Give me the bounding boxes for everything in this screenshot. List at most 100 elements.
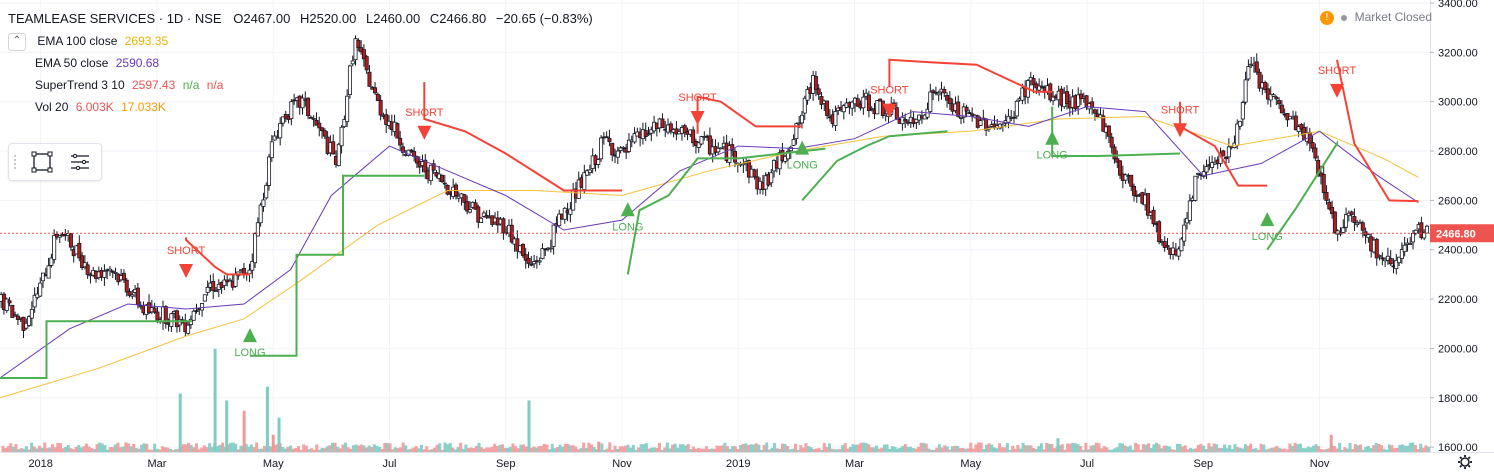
candle-body: [27, 316, 32, 326]
volume-bar: [718, 446, 722, 452]
volume-bar: [519, 444, 523, 452]
volume-bar: [691, 446, 695, 452]
candle-body: [1293, 115, 1298, 131]
volume-bar: [48, 447, 52, 452]
volume-bar: [234, 443, 238, 452]
volume-bar: [1283, 448, 1287, 452]
volume-bar: [1406, 445, 1410, 452]
candle-body: [1106, 125, 1111, 137]
short-signal-marker: SHORT: [870, 85, 909, 118]
legend-ema100[interactable]: ⌃ EMA 100 close 2693.35: [8, 30, 599, 52]
volume-bar: [365, 447, 369, 452]
candle-body: [1176, 248, 1181, 257]
volume-bar: [1220, 447, 1224, 452]
menu-lines-icon[interactable]: [67, 149, 93, 175]
symbol-title[interactable]: TEAMLEASE SERVICES · 1D · NSE: [8, 11, 222, 26]
volume-bar: [1026, 445, 1030, 452]
candle-body: [442, 182, 447, 185]
market-status[interactable]: ! Market Closed: [1319, 10, 1432, 25]
indicator-name: Vol 20: [35, 100, 69, 114]
candle-body: [476, 206, 481, 223]
volume-bar: [1421, 447, 1425, 452]
volume-bar: [1400, 444, 1404, 452]
legend-ema50[interactable]: EMA 50 close 2590.68: [8, 52, 599, 74]
volume-bar: [14, 444, 18, 452]
indicator-value: 2693.35: [124, 34, 169, 48]
volume-bar: [867, 444, 871, 452]
volume-bar: [134, 447, 138, 452]
time-axis[interactable]: 2018 Mar May Jul Sep Nov 2019 Mar May Jul Sep Nov: [0, 452, 1494, 474]
indicator-name: SuperTrend 3 10: [35, 78, 125, 92]
volume-bar: [621, 446, 625, 452]
volume-bar: [927, 448, 931, 452]
volume-bar: [200, 447, 204, 452]
volume-bar: [623, 445, 627, 452]
volume-bar: [1416, 449, 1420, 452]
volume-bar: [906, 446, 910, 452]
price-axis[interactable]: 3400.00 3200.00 3000.00 2800.00 2600.00 2400.…: [1430, 0, 1494, 474]
supertrend-down-segment: [696, 95, 803, 134]
volume-bar: [903, 444, 907, 452]
volume-bar: [1100, 448, 1104, 452]
legend-supertrend[interactable]: SuperTrend 3 10 2597.43 n/a n/a: [8, 74, 599, 96]
candle-body: [947, 97, 952, 104]
volume-bar: [265, 386, 269, 452]
volume-bar: [1291, 446, 1295, 452]
rectangle-select-icon[interactable]: [29, 149, 55, 175]
candle-body: [258, 204, 263, 224]
candle-body: [1115, 158, 1120, 163]
long-signal-marker: LONG: [1037, 130, 1068, 162]
volume-bar: [631, 444, 635, 452]
volume-bar: [451, 447, 455, 452]
volume-bar: [485, 447, 489, 452]
volume-bar: [678, 444, 682, 452]
volume-bar: [1000, 447, 1004, 452]
volume-bar: [982, 449, 986, 452]
volume-bar: [1066, 443, 1070, 452]
volume-bar: [1102, 446, 1106, 452]
volume-bar: [694, 448, 698, 452]
volume-bar: [794, 443, 798, 452]
volume-bar: [459, 442, 463, 452]
volume-bar: [846, 448, 850, 452]
collapse-chevron-icon[interactable]: ⌃: [8, 32, 26, 51]
volume-bar: [1427, 446, 1431, 452]
volume-bar: [935, 447, 939, 452]
candle-body: [247, 269, 252, 275]
long-arrow-icon: [620, 202, 635, 217]
volume-bar: [116, 442, 120, 452]
volume-bar: [720, 445, 724, 452]
volume-bar: [147, 449, 151, 452]
candle-body: [599, 137, 604, 160]
volume-bar: [178, 393, 182, 452]
volume-bar: [820, 449, 824, 452]
volume-bar: [814, 448, 818, 452]
candle-body: [1210, 162, 1215, 168]
candle-body: [440, 174, 445, 183]
volume-bar: [511, 443, 515, 452]
volume-bar: [1267, 448, 1271, 452]
volume-bar: [807, 446, 811, 452]
ema-100-path: [0, 115, 1419, 399]
candle-body: [1240, 102, 1245, 120]
ema-100-line: [0, 115, 1419, 399]
drag-handle-icon[interactable]: [13, 154, 17, 170]
candle-body: [253, 233, 258, 264]
volume-bar: [945, 446, 949, 452]
volume-bar: [1332, 446, 1336, 452]
warning-icon[interactable]: !: [1319, 10, 1334, 25]
volume-bar: [1382, 448, 1386, 452]
volume-bar: [919, 442, 923, 452]
volume-bar: [1097, 443, 1101, 452]
candle-body: [696, 142, 701, 148]
candle-body: [1065, 91, 1070, 104]
gear-icon[interactable]: [1458, 455, 1472, 469]
volume-bar: [213, 348, 217, 452]
legend-volume[interactable]: Vol 20 6.003K 17.033K: [8, 96, 599, 118]
volume-bar: [848, 446, 852, 452]
candle-body: [1419, 222, 1424, 239]
volume-bar: [639, 444, 643, 452]
volume-bar: [320, 447, 324, 452]
volume-bar: [372, 444, 376, 452]
